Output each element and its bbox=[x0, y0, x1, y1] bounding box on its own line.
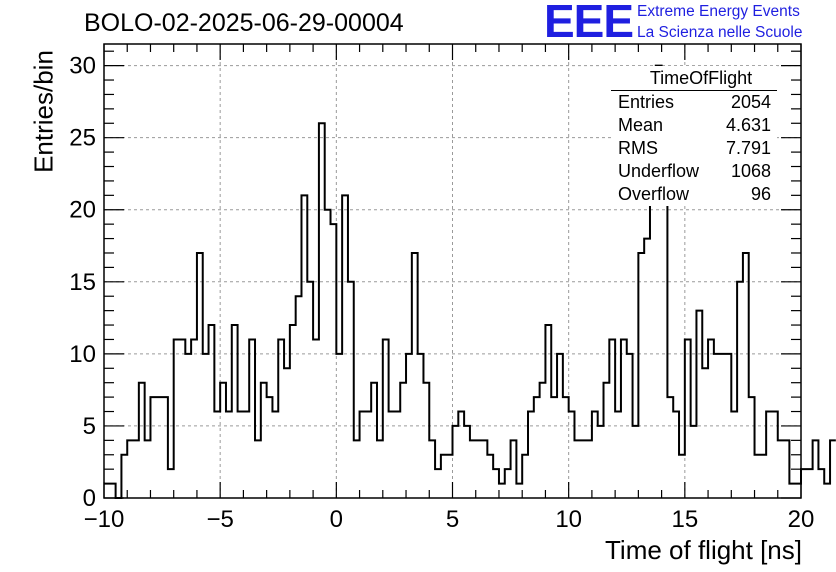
histogram-series bbox=[104, 64, 836, 499]
histogram-line bbox=[104, 64, 836, 499]
stats-row-entries: Entries 2054 bbox=[611, 91, 777, 114]
x-tick-label: 0 bbox=[330, 506, 343, 533]
stats-box: TimeOfFlight Entries 2054 Mean 4.631 RMS… bbox=[611, 66, 777, 206]
stats-row-underflow: Underflow 1068 bbox=[611, 160, 777, 183]
axis-ticks bbox=[103, 44, 802, 499]
logo-line-2: La Scienza nelle Scuole bbox=[637, 24, 803, 41]
stats-value: 96 bbox=[750, 184, 771, 204]
stats-value: 7.791 bbox=[725, 138, 771, 158]
x-axis-label: Time of flight [ns] bbox=[605, 535, 802, 565]
axis-tick-labels: −10 −5 0 5 10 15 20 0 5 10 15 20 25 30 bbox=[69, 53, 814, 533]
stats-value: 4.631 bbox=[725, 115, 771, 135]
plot-title: BOLO-02-2025-06-29-00004 bbox=[84, 9, 404, 37]
eee-logo: EEE bbox=[544, 0, 634, 47]
y-tick-label: 15 bbox=[69, 269, 96, 296]
stats-value: 1068 bbox=[730, 161, 771, 181]
logo-line-1: Extreme Energy Events bbox=[637, 3, 800, 20]
x-tick-label: 10 bbox=[555, 506, 582, 533]
stats-label: Underflow bbox=[618, 161, 700, 181]
stats-label: RMS bbox=[618, 138, 658, 158]
y-tick-label: 0 bbox=[83, 485, 96, 512]
stats-label: Mean bbox=[618, 115, 664, 135]
stats-value: 2054 bbox=[730, 92, 771, 112]
stats-row-mean: Mean 4.631 bbox=[611, 114, 777, 137]
x-tick-label: 20 bbox=[788, 506, 815, 533]
y-axis-label: Entries/bin bbox=[28, 50, 59, 173]
x-tick-label: 5 bbox=[446, 506, 459, 533]
x-tick-label: 15 bbox=[671, 506, 698, 533]
y-tick-label: 5 bbox=[83, 413, 96, 440]
y-tick-label: 20 bbox=[69, 197, 96, 224]
x-tick-label: −10 bbox=[84, 506, 125, 533]
stats-row-rms: RMS 7.791 bbox=[611, 137, 777, 160]
x-tick-label: −5 bbox=[206, 506, 233, 533]
y-tick-label: 25 bbox=[69, 125, 96, 152]
stats-title: TimeOfFlight bbox=[611, 66, 777, 91]
stats-label: Entries bbox=[618, 92, 675, 112]
y-tick-label: 30 bbox=[69, 53, 96, 80]
stats-row-overflow: Overflow 96 bbox=[611, 183, 777, 206]
y-tick-label: 10 bbox=[69, 341, 96, 368]
stats-label: Overflow bbox=[618, 184, 690, 204]
